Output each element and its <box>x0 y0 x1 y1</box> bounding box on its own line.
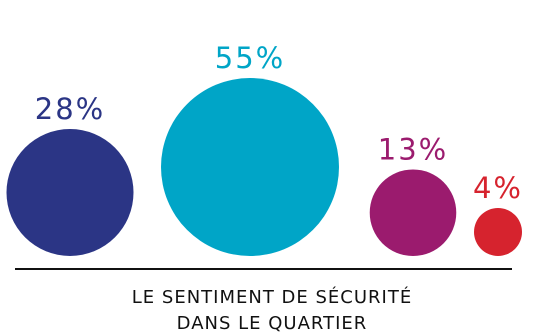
bubble-28 <box>6 128 134 256</box>
value-label-13: 13% <box>378 132 448 166</box>
bubble-55 <box>161 78 339 256</box>
value-label-4: 4% <box>473 171 523 205</box>
value-labels-group: 28% 55% 13% 4% <box>35 41 523 205</box>
chart-title-line-2: DANS LE QUARTIER <box>177 313 368 333</box>
bubbles-group <box>6 78 523 256</box>
bubble-4 <box>473 207 523 256</box>
chart-title-line-1: LE SENTIMENT DE SÉCURITÉ <box>132 286 412 308</box>
bubble-13 <box>369 169 457 256</box>
value-label-28: 28% <box>35 92 105 126</box>
value-label-55: 55% <box>215 41 285 75</box>
